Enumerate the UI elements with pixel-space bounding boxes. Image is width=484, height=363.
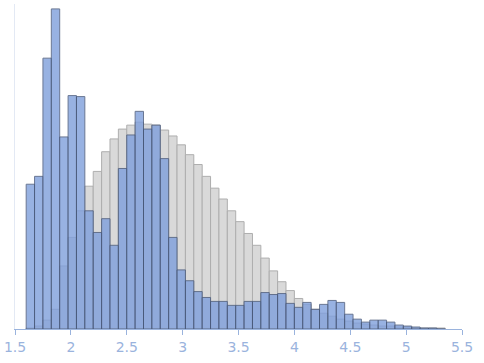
svg-text:4.5: 4.5 [339, 339, 361, 355]
svg-text:1.5: 1.5 [4, 339, 26, 355]
svg-text:3: 3 [178, 339, 187, 355]
svg-text:3.5: 3.5 [227, 339, 249, 355]
svg-text:2: 2 [66, 339, 75, 355]
svg-text:5.5: 5.5 [451, 339, 473, 355]
svg-text:5: 5 [402, 339, 411, 355]
svg-text:4: 4 [290, 339, 299, 355]
svg-text:2.5: 2.5 [116, 339, 138, 355]
